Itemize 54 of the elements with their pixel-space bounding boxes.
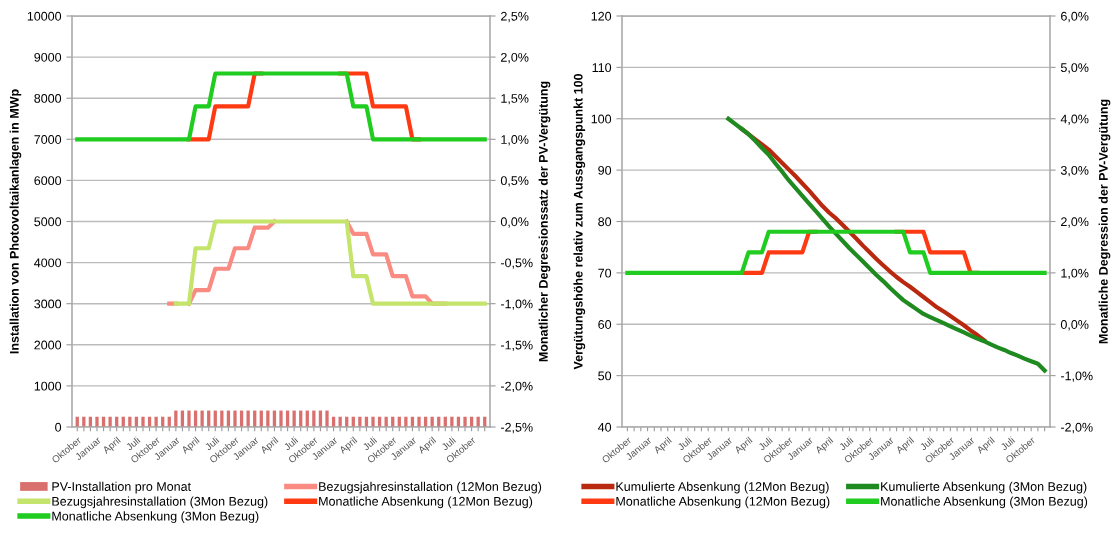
- y2-tick-label: -1,5%: [500, 340, 533, 351]
- y-tick-label: 5000: [34, 217, 62, 227]
- y-tick-label: 0: [55, 422, 62, 432]
- y2-tick-label: 0,0%: [1060, 320, 1089, 331]
- y2-tick-label: 6,0%: [1061, 11, 1089, 23]
- y2-tick-label: 0,5%: [500, 176, 529, 187]
- y-axis-title: Installation von Photovoltaikanlagen in MWp: [9, 89, 22, 354]
- legend-label: Bezugsjahresinstallation (12Mon Bezug): [319, 481, 542, 494]
- y-tick-label: 10000: [27, 11, 62, 21]
- y2-axis-title: Monatliche Degression der PV-Vergütung: [1098, 99, 1111, 344]
- y-tick-label: 100: [591, 114, 612, 124]
- y-tick-label: 2000: [34, 340, 62, 350]
- y2-tick-label: -2,5%: [500, 422, 533, 434]
- y-tick-label: 40: [597, 422, 612, 432]
- y2-tick-label: -2,0%: [500, 381, 533, 393]
- y2-tick-label: 1,0%: [1061, 268, 1089, 279]
- y-tick-label: 80: [598, 217, 612, 227]
- legend-label: Monatliche Absenkung (12Mon Bezug): [319, 496, 533, 509]
- y2-tick-label: 4,0%: [1060, 114, 1089, 125]
- y-tick-label: 8000: [34, 94, 62, 103]
- legend-label: Monatliche Absenkung (3Mon Bezug): [52, 511, 259, 523]
- y2-tick-label: -1,0%: [500, 299, 533, 310]
- y-tick-label: 7000: [34, 135, 62, 144]
- legend-label: PV-Installation pro Monat: [52, 481, 191, 494]
- y2-tick-label: 2,0%: [1061, 217, 1089, 228]
- y-tick-label: 70: [598, 268, 612, 278]
- y-tick-label: 110: [592, 63, 612, 73]
- y-tick-label: 1000: [34, 381, 62, 391]
- line-series: [726, 116, 1047, 373]
- y-tick-label: 4000: [34, 258, 62, 268]
- y2-tick-label: -0,5%: [500, 258, 533, 269]
- y-tick-label: 3000: [34, 299, 62, 309]
- y2-tick-label: 5,0%: [1060, 63, 1089, 74]
- y2-tick-label: -2,0%: [1060, 422, 1093, 434]
- y2-tick-label: 2,0%: [501, 52, 529, 64]
- y2-tick-label: 1,5%: [501, 94, 529, 105]
- y2-tick-label: -1,0%: [1060, 371, 1093, 382]
- y-tick-label: 50: [598, 371, 612, 381]
- y-tick-label: 9000: [34, 52, 62, 62]
- y2-axis-title: Monatlicher Degressionssatz der PV-Vergütung: [538, 81, 551, 362]
- legend-label: Kumulierte Absenkung (12Mon Bezug): [616, 481, 829, 494]
- legend-label: Monatliche Absenkung (3Mon Bezug): [881, 496, 1088, 509]
- y-tick-label: 6000: [34, 176, 62, 186]
- y2-tick-label: 3,0%: [1060, 165, 1089, 177]
- y-tick-label: 120: [591, 11, 612, 21]
- y-tick-label: 90: [598, 165, 612, 175]
- legend-label: Kumulierte Absenkung (3Mon Bezug): [881, 481, 1087, 494]
- legend-label: Bezugsjahresinstallation (3Mon Bezug): [52, 496, 268, 509]
- y2-tick-label: 2,5%: [501, 11, 529, 23]
- y2-tick-label: 0,0%: [500, 217, 529, 228]
- y-axis-title: Vergütungshöhe relativ zum Aussgangspunkt 100: [573, 73, 586, 370]
- legend-label: Monatliche Absenkung (12Mon Bezug): [616, 496, 830, 509]
- y2-tick-label: 1,0%: [501, 135, 529, 146]
- y-tick-label: 60: [598, 320, 612, 329]
